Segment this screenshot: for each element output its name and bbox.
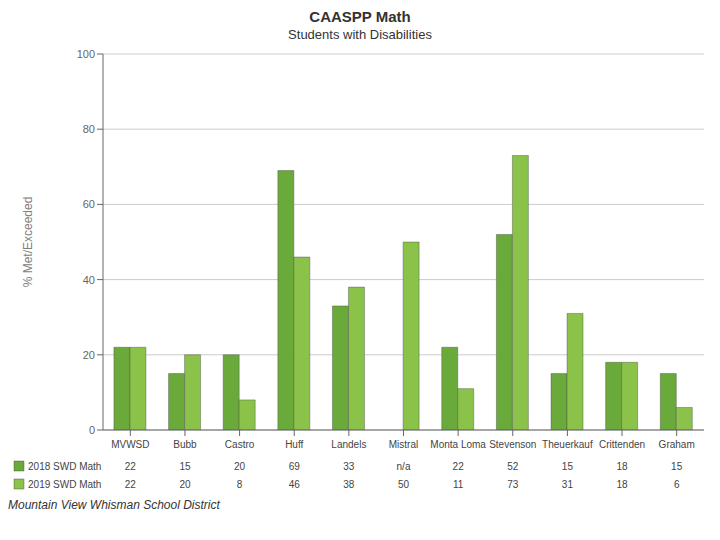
- svg-text:Mistral: Mistral: [389, 439, 418, 450]
- svg-text:Stevenson: Stevenson: [489, 439, 536, 450]
- html-text:CAASPP Math: CAASPP Math: [309, 8, 411, 25]
- svg-text:31: 31: [562, 479, 574, 490]
- svg-text:% Met/Exceeded: % Met/Exceeded: [21, 197, 35, 288]
- svg-text:Huff: Huff: [285, 439, 303, 450]
- svg-text:50: 50: [398, 479, 410, 490]
- svg-text:0: 0: [89, 424, 95, 436]
- svg-text:22: 22: [125, 461, 137, 472]
- svg-text:33: 33: [343, 461, 355, 472]
- svg-text:11: 11: [453, 479, 464, 490]
- svg-text:n/a: n/a: [397, 461, 411, 472]
- svg-text:15: 15: [179, 461, 191, 472]
- svg-text:6: 6: [674, 479, 680, 490]
- svg-text:100: 100: [77, 48, 95, 60]
- svg-text:38: 38: [343, 479, 355, 490]
- svg-text:8: 8: [237, 479, 243, 490]
- svg-text:Monta Loma: Monta Loma: [430, 439, 486, 450]
- svg-text:Bubb: Bubb: [173, 439, 197, 450]
- html-text:Mountain View Whisman School D: Mountain View Whisman School District: [8, 498, 220, 512]
- svg-text:Theuerkauf: Theuerkauf: [542, 439, 593, 450]
- svg-text:18: 18: [616, 479, 628, 490]
- svg-text:15: 15: [562, 461, 574, 472]
- svg-text:22: 22: [453, 461, 465, 472]
- svg-text:2019 SWD Math: 2019 SWD Math: [28, 479, 101, 490]
- svg-text:20: 20: [234, 461, 246, 472]
- svg-text:73: 73: [507, 479, 519, 490]
- svg-text:Landels: Landels: [331, 439, 366, 450]
- svg-text:46: 46: [289, 479, 301, 490]
- svg-text:18: 18: [616, 461, 628, 472]
- svg-text:40: 40: [83, 274, 95, 286]
- svg-text:Graham: Graham: [659, 439, 695, 450]
- svg-text:69: 69: [289, 461, 301, 472]
- svg-text:Castro: Castro: [225, 439, 255, 450]
- svg-text:Crittenden: Crittenden: [599, 439, 645, 450]
- svg-text:60: 60: [83, 198, 95, 210]
- svg-text:15: 15: [671, 461, 683, 472]
- svg-text:22: 22: [125, 479, 137, 490]
- svg-text:52: 52: [507, 461, 519, 472]
- svg-text:20: 20: [179, 479, 191, 490]
- svg-text:MVWSD: MVWSD: [111, 439, 149, 450]
- svg-text:2018 SWD Math: 2018 SWD Math: [28, 461, 101, 472]
- svg-text:80: 80: [83, 123, 95, 135]
- svg-text:20: 20: [83, 349, 95, 361]
- html-text:Students with Disabilities: Students with Disabilities: [288, 27, 432, 42]
